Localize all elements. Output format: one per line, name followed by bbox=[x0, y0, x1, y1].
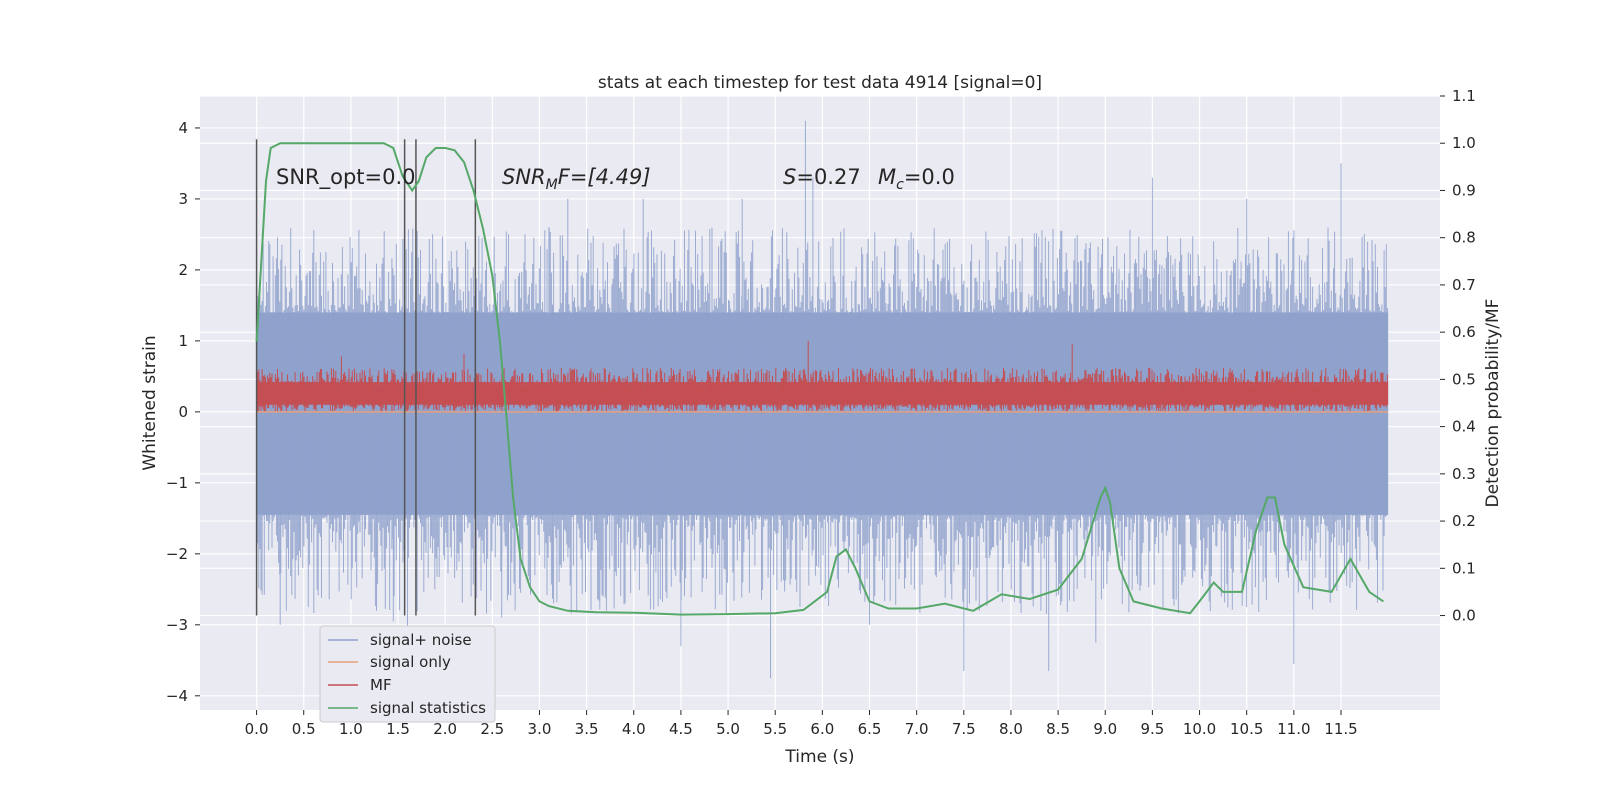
x-axis-ticks: 0.0 0.5 1.0 1.5 2.0 2.5 3.0 3.5 4.0 4.5 5.0 5.5 6.0 6… bbox=[245, 710, 1358, 738]
y-tick-label: −1 bbox=[166, 474, 188, 492]
y-tick-label: 4 bbox=[178, 119, 188, 137]
chart-title: stats at each timestep for test data 491… bbox=[598, 73, 1042, 93]
x-tick-label: 10.5 bbox=[1230, 720, 1263, 738]
legend: signal+ noise signal only MF signal stat… bbox=[319, 625, 496, 723]
legend-frame bbox=[319, 625, 496, 723]
x-tick-label: 5.5 bbox=[763, 720, 787, 738]
x-axis-label: Time (s) bbox=[784, 747, 854, 767]
y2-axis-label: Detection probability/MF bbox=[1483, 299, 1503, 508]
x-tick-label: 9.0 bbox=[1093, 720, 1117, 738]
annotation-snr-mf-subscript: M bbox=[546, 177, 558, 193]
annotation-s: S=0.27 bbox=[783, 165, 861, 189]
x-tick-label: 7.5 bbox=[952, 720, 976, 738]
annotation-snr-mf-value: F=[4.49] bbox=[558, 165, 651, 189]
annotation-snr-mf: SNRMF=[4.49] bbox=[502, 165, 651, 193]
x-tick-label: 11.0 bbox=[1277, 720, 1310, 738]
signal-statistics-line bbox=[255, 142, 1384, 616]
x-tick-label: 0.0 bbox=[245, 720, 269, 738]
x-tick-label: 4.5 bbox=[669, 720, 693, 738]
annotation-mc-value: =0.0 bbox=[904, 165, 955, 189]
x-tick-label: 3.5 bbox=[575, 720, 599, 738]
y2-tick-label: 0.3 bbox=[1452, 465, 1476, 483]
x-tick-label: 6.5 bbox=[858, 720, 882, 738]
vertical-markers bbox=[255, 139, 477, 616]
annotation-mc-subscript: c bbox=[896, 177, 904, 193]
y2-tick-label: 0.9 bbox=[1452, 181, 1476, 199]
legend-entry-mf: MF bbox=[328, 676, 392, 694]
x-tick-label: 4.0 bbox=[622, 720, 646, 738]
series-signal-noise bbox=[256, 120, 1389, 679]
x-tick-label: 8.0 bbox=[999, 720, 1023, 738]
x-tick-label: 1.5 bbox=[386, 720, 410, 738]
y-axis-label: Whitened strain bbox=[140, 335, 160, 470]
y2-tick-label: 0.8 bbox=[1452, 229, 1476, 247]
legend-label-signal-statistics: signal statistics bbox=[370, 699, 486, 717]
annotation-snr-mf-symbol: SNR bbox=[502, 165, 546, 189]
y-tick-label: 3 bbox=[178, 190, 188, 208]
legend-entry-signal-noise: signal+ noise bbox=[328, 631, 472, 649]
y2-tick-label: 1.0 bbox=[1452, 134, 1476, 152]
x-tick-label: 1.0 bbox=[339, 720, 363, 738]
y2-tick-label: 0.4 bbox=[1452, 418, 1476, 436]
annotation-snr-opt: SNR_opt=0.0 bbox=[276, 165, 416, 190]
legend-entry-signal-statistics: signal statistics bbox=[328, 699, 486, 717]
legend-label-signal-only: signal only bbox=[370, 653, 451, 671]
y-tick-label: −2 bbox=[166, 545, 188, 563]
y-tick-label: −4 bbox=[166, 687, 188, 705]
y-tick-label: −3 bbox=[166, 616, 188, 634]
annotation-s-symbol: S bbox=[783, 165, 796, 189]
annotation-s-value: =0.27 bbox=[796, 165, 860, 189]
y2-tick-label: 0.7 bbox=[1452, 276, 1476, 294]
legend-label-signal-noise: signal+ noise bbox=[370, 631, 472, 649]
y-tick-label: 2 bbox=[178, 261, 188, 279]
y2-tick-label: 0.1 bbox=[1452, 559, 1476, 577]
series-signal-statistics bbox=[255, 142, 1384, 616]
x-tick-label: 10.0 bbox=[1183, 720, 1216, 738]
x-tick-label: 2.0 bbox=[433, 720, 457, 738]
y2-tick-label: 1.1 bbox=[1452, 87, 1476, 105]
x-tick-label: 9.5 bbox=[1140, 720, 1164, 738]
y2-tick-label: 0.5 bbox=[1452, 370, 1476, 388]
legend-entry-signal-only: signal only bbox=[328, 653, 451, 671]
legend-label-mf: MF bbox=[370, 676, 392, 694]
y2-axis-ticks: 1.1 1.0 0.9 0.8 0.7 0.6 0.5 0.4 0.3 0.2 0.1 0.0 bbox=[1440, 87, 1476, 625]
y-tick-label: 1 bbox=[178, 332, 188, 350]
x-tick-label: 11.5 bbox=[1324, 720, 1357, 738]
y2-tick-label: 0.2 bbox=[1452, 512, 1476, 530]
y-axis-ticks: 4 3 2 1 0 −1 −2 −3 −4 bbox=[166, 119, 200, 705]
x-tick-label: 8.5 bbox=[1046, 720, 1070, 738]
y2-tick-label: 0.0 bbox=[1452, 607, 1476, 625]
y2-tick-label: 0.6 bbox=[1452, 323, 1476, 341]
annotation-mc-symbol: M bbox=[878, 165, 896, 189]
x-tick-label: 2.5 bbox=[480, 720, 504, 738]
x-tick-label: 0.5 bbox=[292, 720, 316, 738]
x-tick-label: 3.0 bbox=[528, 720, 552, 738]
annotation-mc: Mc=0.0 bbox=[878, 165, 955, 193]
x-tick-label: 7.0 bbox=[905, 720, 929, 738]
x-tick-label: 5.0 bbox=[716, 720, 740, 738]
x-tick-label: 6.0 bbox=[810, 720, 834, 738]
series-mf bbox=[256, 340, 1389, 412]
y-tick-label: 0 bbox=[178, 403, 188, 421]
